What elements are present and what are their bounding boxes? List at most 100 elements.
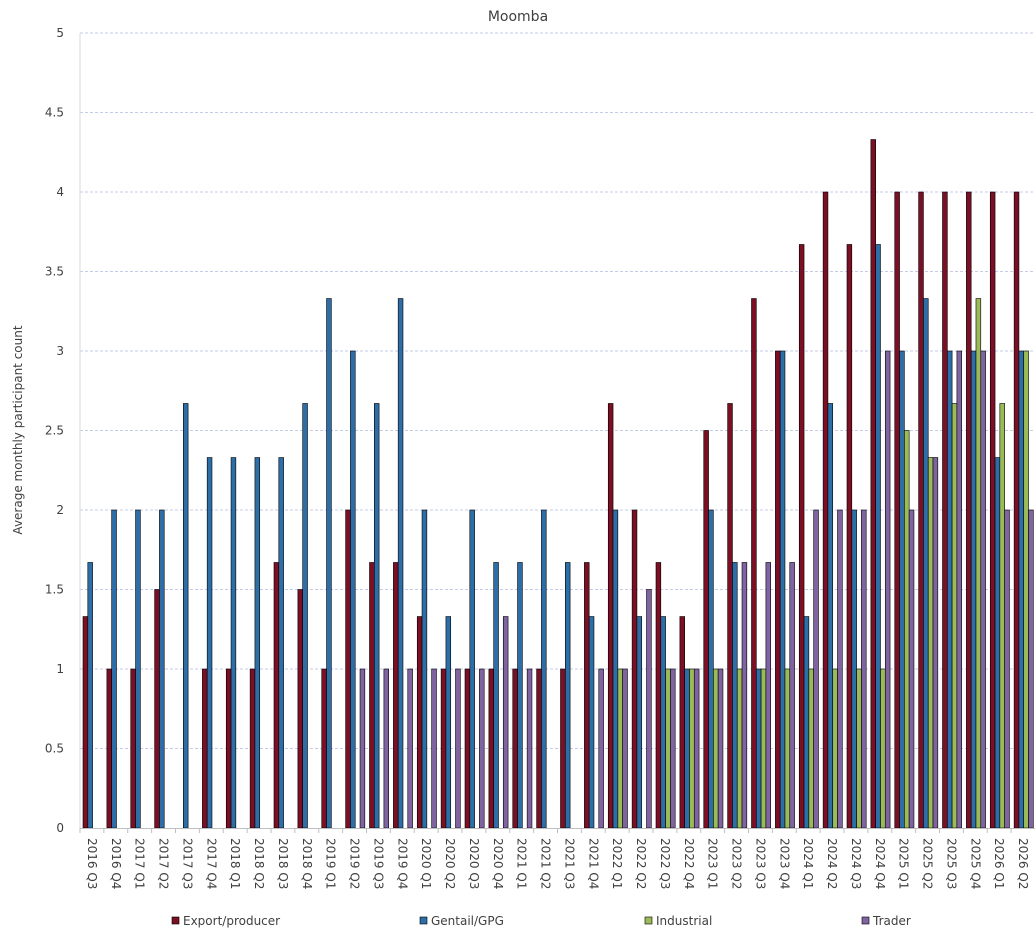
bar-export-producer [727,403,733,829]
bar-export-producer [369,562,375,829]
bar-gentail-gpg [397,298,404,829]
x-tick-label: 2018 Q3 [276,838,290,889]
bar-export-producer [512,668,518,829]
bar-trader [479,668,485,829]
x-tick-label: 2022 Q4 [682,838,696,889]
bar-industrial [736,668,743,829]
bar-gentail-gpg [660,616,666,829]
bar-gentail-gpg [946,350,953,829]
bar-gentail-gpg [612,509,619,829]
bar-export-producer [966,191,972,829]
y-tick-label: 4 [56,185,64,199]
bar-industrial [832,668,838,829]
bar-gentail-gpg [373,403,380,829]
x-tick-label: 2016 Q3 [85,838,99,889]
bar-trader [693,668,700,829]
x-tick-label: 2023 Q1 [706,838,720,889]
bar-trader [407,668,413,829]
bar-gentail-gpg [111,509,117,829]
bar-trader [908,509,915,829]
x-tick-label: 2026 Q1 [992,838,1006,889]
y-tick-label: 4.5 [45,106,64,120]
bar-export-producer [560,668,566,829]
bar-trader [813,509,819,829]
y-tick-label: 1.5 [45,583,64,597]
bar-gentail-gpg [183,403,189,829]
bar-trader [598,668,604,829]
bar-gentail-gpg [445,616,452,829]
x-tick-label: 2020 Q4 [491,838,505,889]
bar-export-producer [655,562,662,829]
legend-swatch [171,916,180,925]
x-tick-label: 2017 Q2 [157,838,171,889]
x-axis-ticks: 2016 Q3 2016 Q4 2017 Q1 2017 Q2 2017 Q3 2017 … [79,828,1030,889]
y-tick-label: 2.5 [45,424,64,438]
x-tick-label: 2018 Q4 [300,838,314,889]
bar-export-producer [989,191,996,829]
bar-trader [1028,509,1034,829]
bar-gentail-gpg [135,509,141,829]
x-tick-label: 2019 Q2 [348,838,362,889]
legend-label: Gentail/GPG [431,914,504,928]
bar-gentail-gpg [875,244,881,829]
x-tick-label: 2024 Q3 [849,838,863,889]
bar-export-producer [440,668,447,829]
bar-export-producer [607,403,614,829]
bar-gentail-gpg [732,562,738,829]
bar-trader [502,616,509,829]
bar-gentail-gpg [684,668,690,829]
bar-gentail-gpg [517,562,523,829]
bar-industrial [880,668,886,829]
bar-export-producer [321,668,327,829]
y-axis-ticks: 0 0.5 1 1.5 2 2.5 3 3.5 4 4.5 5 [45,26,64,835]
x-tick-label: 2023 Q4 [777,838,791,889]
x-tick-label: 2025 Q2 [921,838,935,889]
y-tick-label: 3 [56,344,64,358]
bar-gentail-gpg [421,509,428,829]
bar-export-producer [584,562,590,829]
x-tick-label: 2017 Q3 [180,838,194,889]
bar-industrial [1023,350,1029,829]
bar-gentail-gpg [564,562,571,829]
x-tick-label: 2024 Q1 [801,838,815,889]
bar-export-producer [798,244,805,829]
bar-gentail-gpg [230,457,237,829]
bar-industrial [784,668,791,829]
x-tick-label: 2025 Q4 [968,838,982,889]
bar-gentail-gpg [302,403,308,829]
bar-industrial [856,668,862,829]
bar-export-producer [297,589,303,829]
x-tick-label: 2023 Q2 [730,838,744,889]
bar-trader [932,457,939,829]
x-tick-label: 2024 Q2 [825,838,839,889]
x-tick-label: 2022 Q2 [634,838,648,889]
bar-trader [861,509,867,829]
x-tick-label: 2021 Q1 [515,838,529,889]
bar-trader [789,562,795,829]
bar-industrial [689,668,695,829]
bar-gentail-gpg [206,457,213,829]
x-tick-label: 2021 Q2 [539,838,553,889]
bar-export-producer [488,668,494,829]
bar-trader [646,589,652,829]
bar-export-producer [703,430,709,829]
bar-gentail-gpg [350,350,356,829]
bar-export-producer [942,191,948,829]
bar-gentail-gpg [994,457,1001,829]
bar-gentail-gpg [970,350,977,829]
y-tick-label: 5 [56,26,64,40]
legend-label: Export/producer [183,914,280,928]
bar-export-producer [106,668,112,829]
x-tick-label: 2025 Q3 [944,838,958,889]
y-tick-label: 0 [56,821,64,835]
bar-gentail-gpg [541,509,547,829]
bar-trader [622,668,628,829]
x-tick-label: 2020 Q3 [467,838,481,889]
gridlines [80,32,1035,749]
bar-export-producer [846,244,853,829]
bar-gentail-gpg [755,668,762,829]
x-tick-label: 2016 Q4 [109,838,123,889]
bars [82,139,1034,829]
bar-export-producer [751,298,757,829]
bar-export-producer [393,562,399,829]
